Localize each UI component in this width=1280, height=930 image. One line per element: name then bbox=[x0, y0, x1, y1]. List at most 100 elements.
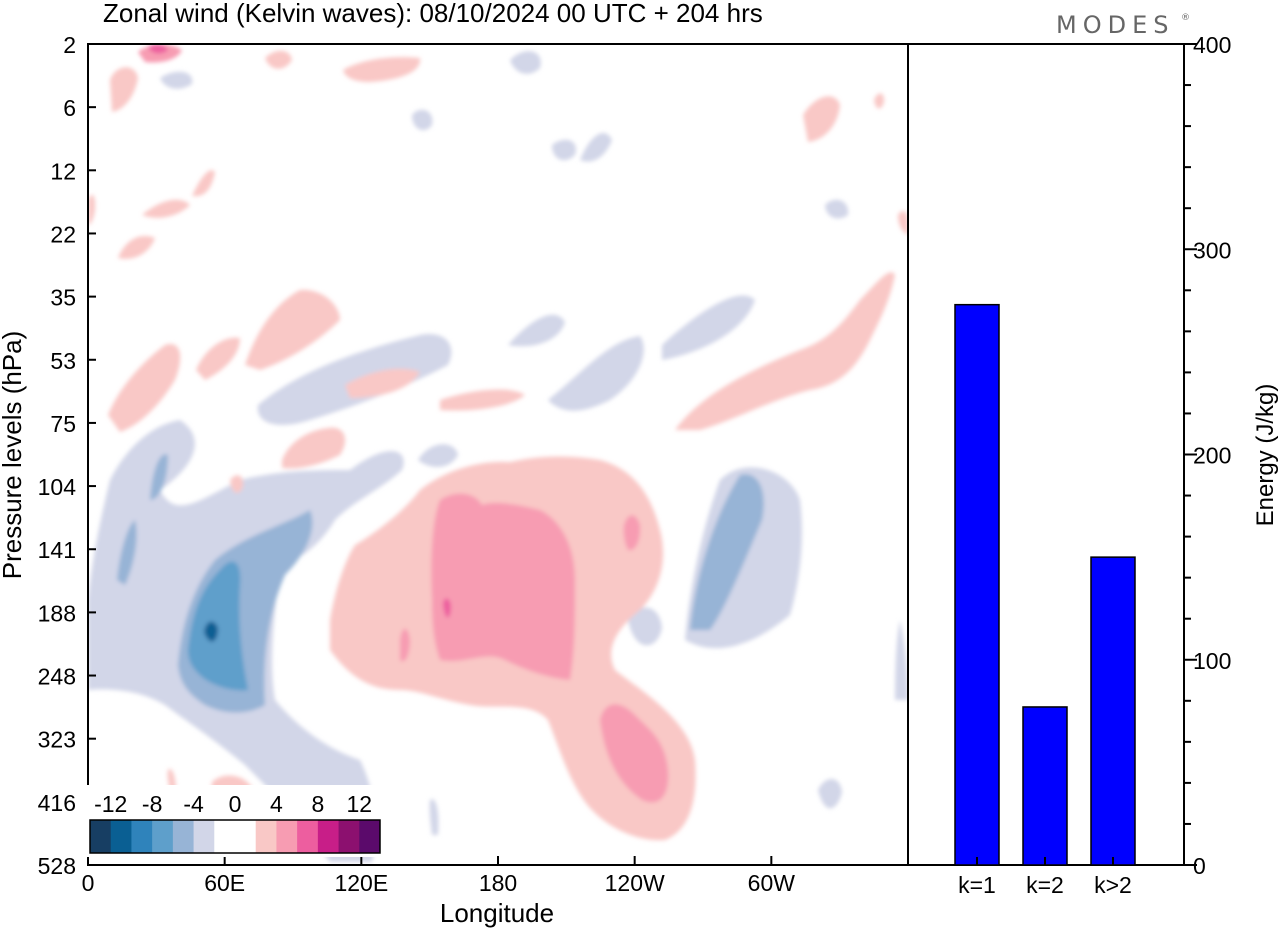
colorbar-swatch bbox=[90, 820, 112, 853]
westerly-anomaly-region bbox=[118, 236, 155, 259]
y-axis-label: Pressure levels (hPa) bbox=[0, 331, 27, 580]
easterly-anomaly-region bbox=[412, 109, 433, 131]
pressure-axis: 2 6 12 22 35 53 75 104 141 188 248 323 416 528 bbox=[38, 32, 96, 879]
colorbar-swatch bbox=[172, 820, 195, 853]
longitude-tick-label: 180 bbox=[479, 870, 517, 896]
colorbar-swatch bbox=[338, 820, 360, 853]
colorbar-label: 0 bbox=[229, 791, 242, 817]
longitude-tick-label: 120W bbox=[605, 870, 665, 896]
colorbar-swatch bbox=[276, 820, 298, 853]
category-label: k=2 bbox=[1026, 872, 1064, 898]
colorbar-swatch bbox=[152, 820, 174, 853]
energy-tick-label: 200 bbox=[1193, 443, 1231, 469]
colorbar-swatch bbox=[359, 820, 381, 853]
colorbar-swatch bbox=[235, 820, 257, 853]
pressure-tick-label: 104 bbox=[38, 474, 77, 500]
energy-tick-label: 100 bbox=[1193, 648, 1231, 674]
pressure-tick-label: 528 bbox=[38, 853, 76, 879]
easterly-anomaly-region bbox=[825, 199, 849, 219]
easterly-anomaly-region bbox=[895, 620, 908, 700]
pressure-tick-label: 141 bbox=[38, 537, 76, 563]
colorbar-label: -4 bbox=[183, 791, 204, 817]
energy-tick-label: 400 bbox=[1193, 32, 1231, 58]
easterly-anomaly-region bbox=[552, 139, 576, 161]
westerly-anomaly-region bbox=[108, 344, 181, 432]
x-axis-label: Longitude bbox=[440, 898, 554, 928]
energy-bars: k=1 k=2 k>2 bbox=[954, 303, 1136, 898]
westerly-anomaly-region bbox=[230, 475, 244, 493]
westerly-anomaly-region bbox=[282, 427, 346, 469]
pressure-tick-label: 323 bbox=[38, 727, 76, 753]
colorbar-label: 8 bbox=[311, 791, 324, 817]
energy-bar bbox=[1090, 556, 1136, 866]
westerly-anomaly-region bbox=[88, 194, 96, 225]
colorbar-label: 4 bbox=[270, 791, 283, 817]
energy-bar bbox=[1022, 706, 1068, 866]
westerly-anomaly-region bbox=[148, 44, 168, 54]
easterly-anomaly-region bbox=[580, 132, 612, 162]
easterly-anomaly-region bbox=[257, 334, 452, 425]
colorbar-swatch bbox=[297, 820, 319, 853]
pressure-tick-label: 6 bbox=[63, 95, 76, 121]
energy-axis: 0 100 200 300 400 bbox=[1184, 32, 1231, 879]
westerly-anomaly-region bbox=[803, 96, 840, 142]
easterly-anomaly-region bbox=[418, 444, 458, 467]
heatmap-background bbox=[88, 44, 908, 865]
energy-bar-panel: k=1 k=2 k>2 0 100 200 300 400 Energy (J/kg) bbox=[908, 32, 1279, 898]
westerly-anomaly-region bbox=[600, 704, 669, 803]
westerly-anomaly-region bbox=[623, 515, 641, 551]
colorbar-swatch bbox=[110, 820, 132, 853]
energy-tick-label: 300 bbox=[1193, 237, 1231, 263]
colorbar-swatch bbox=[255, 820, 277, 853]
westerly-anomaly-region bbox=[400, 628, 410, 662]
heatmap-panel: 2 6 12 22 35 53 75 104 141 188 248 323 416 528 0 60E 12… bbox=[0, 32, 909, 928]
colorbar-swatch bbox=[193, 820, 215, 853]
pressure-tick-label: 22 bbox=[50, 221, 76, 247]
westerly-anomaly-region bbox=[156, 347, 180, 366]
westerly-anomaly-region bbox=[898, 210, 908, 235]
category-label: k=1 bbox=[958, 872, 996, 898]
easterly-anomaly-region bbox=[160, 71, 193, 89]
colorbar-legend: -12 -8 -4 0 4 8 12 bbox=[86, 785, 382, 857]
colorbar-swatch bbox=[317, 820, 340, 853]
pressure-tick-label: 53 bbox=[50, 348, 76, 374]
colorbar-label: 12 bbox=[346, 791, 372, 817]
easterly-anomaly-region bbox=[150, 454, 168, 500]
westerly-anomaly-region bbox=[110, 67, 138, 112]
westerly-anomaly-region bbox=[343, 57, 421, 82]
longitude-axis: 0 60E 120E 180 120W 60W bbox=[82, 856, 796, 896]
westerly-anomaly-region bbox=[675, 272, 895, 430]
pressure-tick-label: 75 bbox=[50, 411, 76, 437]
easterly-anomaly-region bbox=[548, 336, 644, 411]
colorbar-swatch bbox=[214, 820, 236, 853]
energy-tick-label: 0 bbox=[1193, 853, 1206, 879]
pressure-tick-label: 416 bbox=[38, 790, 76, 816]
easterly-anomaly-region bbox=[204, 621, 218, 642]
easterly-anomaly-region bbox=[188, 561, 248, 691]
pressure-tick-label: 248 bbox=[38, 664, 76, 690]
westerly-anomaly-region bbox=[192, 170, 215, 197]
modes-logo: MODES bbox=[1056, 11, 1174, 39]
colorbar-swatch bbox=[131, 820, 153, 853]
longitude-tick-label: 0 bbox=[82, 870, 95, 896]
westerly-anomaly-region bbox=[345, 368, 420, 398]
easterly-anomaly-region bbox=[628, 607, 662, 646]
westerly-anomaly-region bbox=[245, 289, 340, 370]
easterly-anomaly-region bbox=[818, 778, 842, 809]
longitude-tick-label: 60W bbox=[748, 870, 796, 896]
westerly-anomaly-region bbox=[431, 493, 575, 680]
westerly-anomaly-region bbox=[265, 50, 292, 69]
pressure-tick-label: 2 bbox=[63, 32, 76, 58]
easterly-anomaly-region bbox=[429, 799, 439, 835]
modes-logo-mark: ® bbox=[1181, 13, 1190, 23]
colorbar-label: -8 bbox=[142, 791, 162, 817]
easterly-anomaly-region bbox=[690, 474, 764, 630]
colorbar-frame bbox=[89, 819, 381, 854]
category-label: k>2 bbox=[1094, 872, 1132, 898]
westerly-anomaly-region bbox=[196, 337, 240, 380]
pressure-tick-label: 188 bbox=[38, 600, 76, 626]
pressure-tick-label: 12 bbox=[50, 158, 76, 184]
longitude-tick-label: 60E bbox=[204, 870, 245, 896]
westerly-anomaly-region bbox=[874, 93, 885, 109]
